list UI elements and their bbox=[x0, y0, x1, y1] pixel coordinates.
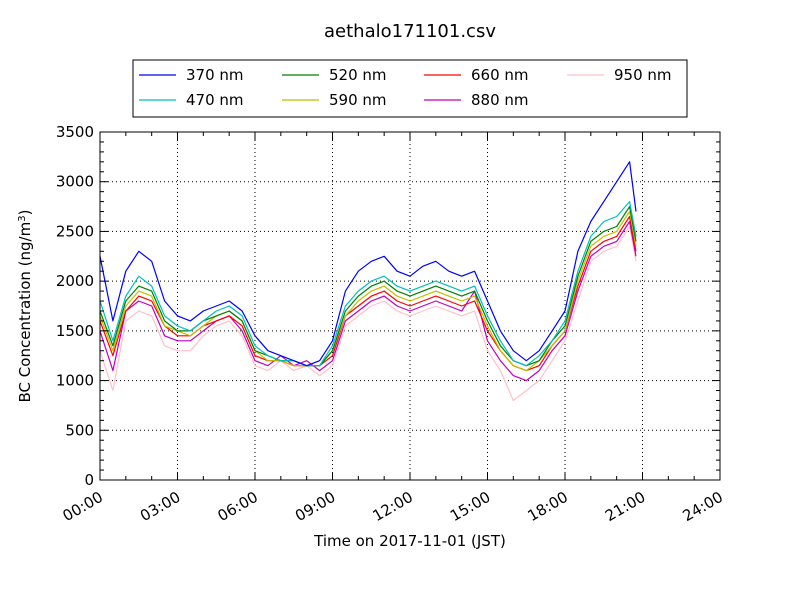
x-tick-label: 12:00 bbox=[370, 488, 416, 525]
y-tick-label: 3500 bbox=[56, 123, 94, 141]
y-axis-label: BC Concentration (ng/m3) bbox=[16, 210, 34, 403]
legend-entry-660-nm: 660 nm bbox=[424, 66, 529, 84]
y-tick-label: 500 bbox=[65, 421, 94, 439]
series-line-950-nm bbox=[99, 225, 637, 402]
legend-entry-520-nm: 520 nm bbox=[282, 66, 387, 84]
x-tick-label: 00:00 bbox=[60, 488, 106, 525]
x-tick-label: 21:00 bbox=[602, 488, 648, 525]
legend-items: 370 nm 470 nm 520 nm 590 nm 660 nm 880 nm 950 … bbox=[139, 66, 672, 109]
y-tick-label: 1500 bbox=[56, 322, 94, 340]
y-tick-layer: 0 500 1000 1500 2000 2500 3000 3500 bbox=[56, 123, 720, 489]
legend-label: 880 nm bbox=[471, 91, 529, 109]
legend-label: 660 nm bbox=[471, 66, 529, 84]
legend-entry-370-nm: 370 nm bbox=[139, 66, 244, 84]
y-axis-label-main: BC Concentration (ng/m bbox=[16, 222, 34, 403]
legend-label: 370 nm bbox=[186, 66, 244, 84]
legend-entry-950-nm: 950 nm bbox=[567, 66, 672, 84]
y-tick-label: 1000 bbox=[56, 372, 94, 390]
chart-title: aethalo171101.csv bbox=[324, 21, 496, 42]
x-axis-label: Time on 2017-11-01 (JST) bbox=[313, 532, 506, 550]
legend-entry-880-nm: 880 nm bbox=[424, 91, 529, 109]
y-axis-label-superscript: 3 bbox=[17, 215, 28, 221]
x-tick-label: 06:00 bbox=[215, 488, 261, 525]
legend-label: 590 nm bbox=[329, 91, 387, 109]
x-tick-label: 24:00 bbox=[680, 488, 726, 525]
series-line-470-nm bbox=[99, 201, 637, 367]
legend-label: 520 nm bbox=[329, 66, 387, 84]
legend-label: 950 nm bbox=[614, 66, 672, 84]
x-tick-label: 03:00 bbox=[137, 488, 183, 525]
legend-entry-470-nm: 470 nm bbox=[139, 91, 244, 109]
y-tick-label: 2500 bbox=[56, 222, 94, 240]
y-tick-label: 2000 bbox=[56, 272, 94, 290]
x-tick-label: 09:00 bbox=[292, 488, 338, 525]
y-tick-label: 0 bbox=[84, 471, 94, 489]
x-tick-label: 15:00 bbox=[447, 488, 493, 525]
legend-label: 470 nm bbox=[186, 91, 244, 109]
series-line-370-nm bbox=[99, 161, 637, 367]
legend-entry-590-nm: 590 nm bbox=[282, 91, 387, 109]
x-tick-label: 18:00 bbox=[525, 488, 571, 525]
series-line-880-nm bbox=[99, 220, 637, 382]
y-axis-label-close: ) bbox=[16, 210, 34, 216]
x-tick-layer: 00:00 03:00 06:00 09:00 12:00 15:00 18:00 21:00… bbox=[60, 132, 726, 525]
series-line-590-nm bbox=[99, 210, 637, 372]
series-layer bbox=[99, 161, 637, 402]
legend-frame bbox=[132, 59, 688, 118]
legend: 370 nm 470 nm 520 nm 590 nm 660 nm 880 nm 950 … bbox=[132, 59, 688, 118]
y-tick-label: 3000 bbox=[56, 173, 94, 191]
